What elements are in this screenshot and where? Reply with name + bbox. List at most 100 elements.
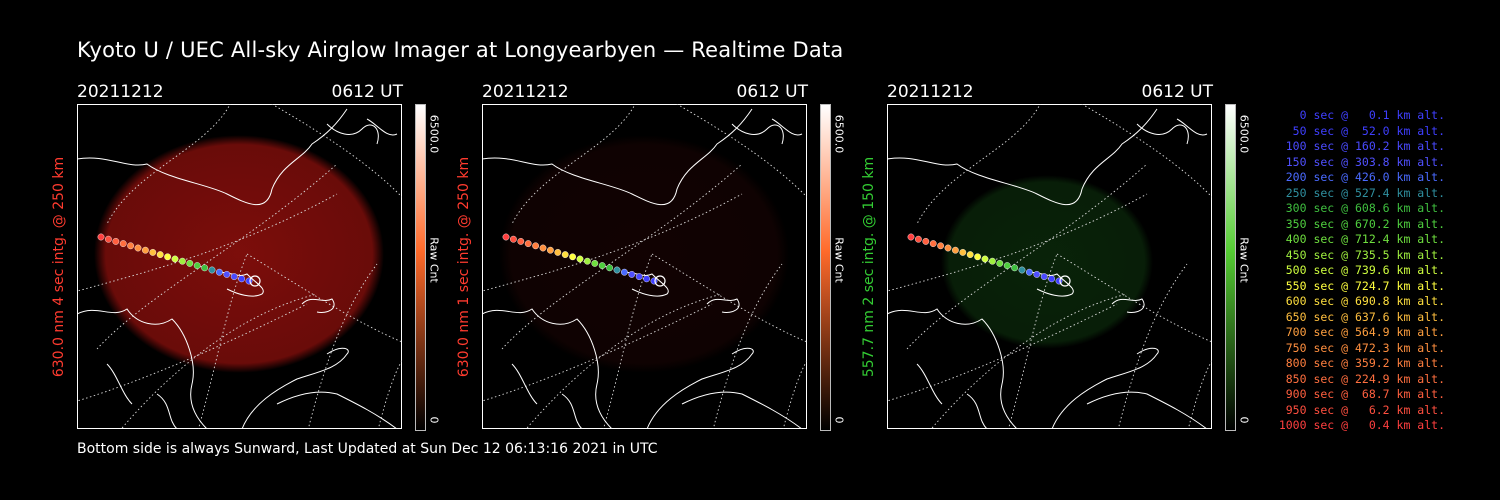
coastline: [482, 108, 803, 429]
colorbar-min-label: 0: [427, 410, 441, 430]
airglow-disk: [941, 175, 1153, 349]
airglow-disk: [499, 135, 789, 373]
allsky-map: [887, 104, 1212, 429]
trajectory-point: [952, 246, 959, 254]
coastline: [887, 108, 1208, 429]
trajectory-point: [171, 255, 179, 263]
trajectory-point: [134, 244, 142, 252]
trajectory-point: [576, 255, 584, 263]
legend-row: 300 sec @ 608.6 km alt.: [1278, 201, 1445, 215]
legend-row: 850 sec @ 224.9 km alt.: [1278, 371, 1445, 386]
trajectory-point: [620, 268, 628, 276]
trajectory-point: [509, 235, 517, 243]
trajectory-point: [1025, 268, 1033, 276]
allsky-map: [482, 104, 807, 429]
legend-row: 550 sec @ 724.7 km alt.: [1278, 278, 1445, 293]
colorbar: [1225, 104, 1236, 431]
graticule: [77, 104, 402, 429]
trajectory-point: [127, 242, 134, 250]
trajectory-point: [650, 277, 658, 285]
trajectory-point: [532, 242, 539, 250]
trajectory-point: [119, 240, 127, 248]
colorbar-unit-label: Raw Cnt: [832, 230, 846, 290]
trajectory-point: [502, 233, 510, 241]
trajectory-point: [996, 259, 1004, 267]
trajectory-point: [164, 253, 172, 261]
station-marker: [249, 275, 261, 287]
trajectory-point: [193, 262, 201, 270]
trajectory-point: [591, 259, 599, 267]
colorbar-max-text: 6500.0: [1237, 114, 1251, 154]
graticule: [887, 104, 1212, 429]
trajectory-point: [517, 237, 525, 245]
colorbar-max-label: 6500.0: [427, 104, 441, 164]
colorbar-unit-text: Raw Cnt: [832, 237, 846, 283]
panel-630-1sec: 20211212 0612 UT 630.0 nm 1 sec intg. @ …: [456, 80, 862, 431]
station-marker: [654, 275, 666, 287]
trajectory-point: [598, 262, 606, 270]
trajectory-point: [989, 257, 996, 265]
panel-ylabel: 630.0 nm 4 sec intg. @ 250 km: [47, 104, 71, 429]
panel-time: 0612 UT: [331, 82, 404, 102]
trajectory-point: [628, 270, 636, 278]
colorbar-max-label: 6500.0: [832, 104, 846, 164]
trajectory-point: [1018, 266, 1026, 274]
trajectory-point: [643, 275, 651, 283]
legend-row: 200 sec @ 426.0 km alt.: [1278, 170, 1445, 184]
legend-row: 650 sec @ 637.6 km alt.: [1278, 309, 1445, 324]
trajectory-point: [554, 248, 562, 256]
page-title: Kyoto U / UEC All-sky Airglow Imager at …: [77, 38, 844, 62]
colorbar-min-text: 0: [1237, 416, 1251, 424]
colorbar-unit-label: Raw Cnt: [427, 230, 441, 290]
trajectory-point: [149, 248, 157, 256]
legend-row: 950 sec @ 6.2 km alt.: [1278, 402, 1445, 417]
trajectory-point: [186, 259, 194, 267]
trajectory-point: [569, 253, 577, 261]
colorbar-unit-text: Raw Cnt: [1237, 237, 1251, 283]
legend-row: 600 sec @ 690.8 km alt.: [1278, 294, 1445, 308]
trajectory-point: [937, 242, 944, 250]
panel-630-4sec: 20211212 0612 UT 630.0 nm 4 sec intg. @ …: [51, 80, 457, 431]
trajectory-point: [959, 248, 967, 256]
trajectory-point: [104, 235, 112, 243]
trajectory-point: [524, 240, 532, 248]
colorbar: [415, 104, 426, 431]
map-frame: [482, 104, 807, 429]
trajectory-point: [974, 253, 982, 261]
trajectory-point: [613, 266, 621, 274]
legend-row: 150 sec @ 303.8 km alt.: [1278, 154, 1445, 169]
legend-row: 250 sec @ 527.4 km alt.: [1278, 185, 1445, 200]
trajectory-point: [981, 255, 989, 263]
trajectory-point: [1048, 275, 1056, 283]
colorbar-unit-label: Raw Cnt: [1237, 230, 1251, 290]
legend-row: 800 sec @ 359.2 km alt.: [1278, 356, 1445, 370]
trajectory-point: [914, 235, 922, 243]
trajectory-legend: 0 sec @ 0.1 km alt. 50 sec @ 52.0 km alt…: [1255, 108, 1445, 434]
legend-row: 100 sec @ 160.2 km alt.: [1278, 139, 1445, 153]
legend-row: 700 sec @ 564.9 km alt.: [1278, 325, 1445, 339]
trajectory-point: [245, 277, 253, 285]
trajectory-point: [547, 246, 554, 254]
trajectory-point: [606, 264, 614, 272]
trajectory-point: [929, 240, 937, 248]
colorbar-min-text: 0: [427, 416, 441, 424]
footer-note: Bottom side is always Sunward, Last Upda…: [77, 441, 658, 457]
legend-row: 50 sec @ 52.0 km alt.: [1278, 123, 1445, 138]
trajectory-point: [944, 244, 952, 252]
trajectory-point: [215, 268, 223, 276]
legend-row: 900 sec @ 68.7 km alt.: [1278, 387, 1445, 401]
trajectory-point: [635, 273, 643, 281]
trajectory-point: [1040, 273, 1048, 281]
panel-ylabel: 630.0 nm 1 sec intg. @ 250 km: [452, 104, 476, 429]
panel-time: 0612 UT: [1141, 82, 1214, 102]
trajectory-point: [539, 244, 547, 252]
trajectory-point: [1011, 264, 1019, 272]
trajectory-point: [907, 233, 915, 241]
map-frame: [887, 104, 1212, 429]
colorbar-max-text: 6500.0: [427, 114, 441, 154]
legend-row: 450 sec @ 735.5 km alt.: [1278, 247, 1445, 262]
legend-row: 400 sec @ 712.4 km alt.: [1278, 232, 1445, 246]
panel-date: 20211212: [887, 82, 974, 102]
trajectory-point: [97, 233, 105, 241]
colorbar: [820, 104, 831, 431]
